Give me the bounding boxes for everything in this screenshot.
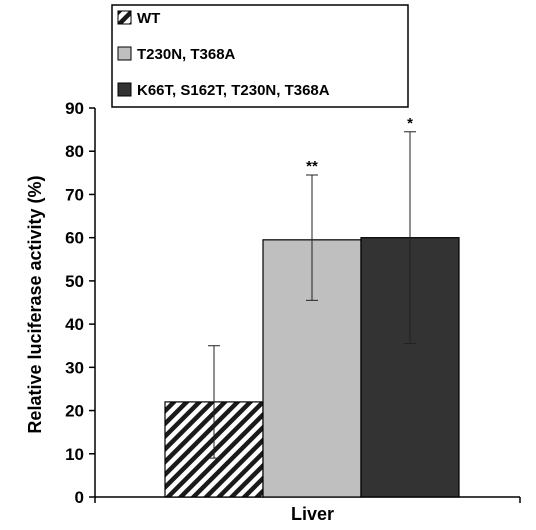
legend	[111, 4, 409, 108]
y-tick-label: 0	[75, 488, 84, 507]
y-tick-label: 60	[65, 229, 84, 248]
legend-label-1: WT	[137, 10, 160, 27]
y-tick-label: 10	[65, 445, 84, 464]
y-axis-title: Relative luciferase activity (%)	[25, 175, 45, 433]
legend-swatch-2	[117, 46, 132, 61]
y-tick-label: 30	[65, 358, 84, 377]
y-tick-label: 80	[65, 142, 84, 161]
y-tick-label: 20	[65, 402, 84, 421]
y-tick-label: 90	[65, 99, 84, 118]
significance-label-3: *	[407, 115, 413, 132]
legend-label-3: K66T, S162T, T230N, T368A	[137, 82, 330, 99]
legend-swatch-1	[117, 10, 132, 25]
y-tick-label: 40	[65, 315, 84, 334]
y-tick-label: 50	[65, 272, 84, 291]
y-tick-label: 70	[65, 185, 84, 204]
significance-label-2: **	[306, 158, 318, 175]
x-axis-label: Liver	[291, 504, 334, 524]
legend-label-2: T230N, T368A	[137, 46, 236, 63]
legend-swatch-3	[117, 82, 132, 97]
